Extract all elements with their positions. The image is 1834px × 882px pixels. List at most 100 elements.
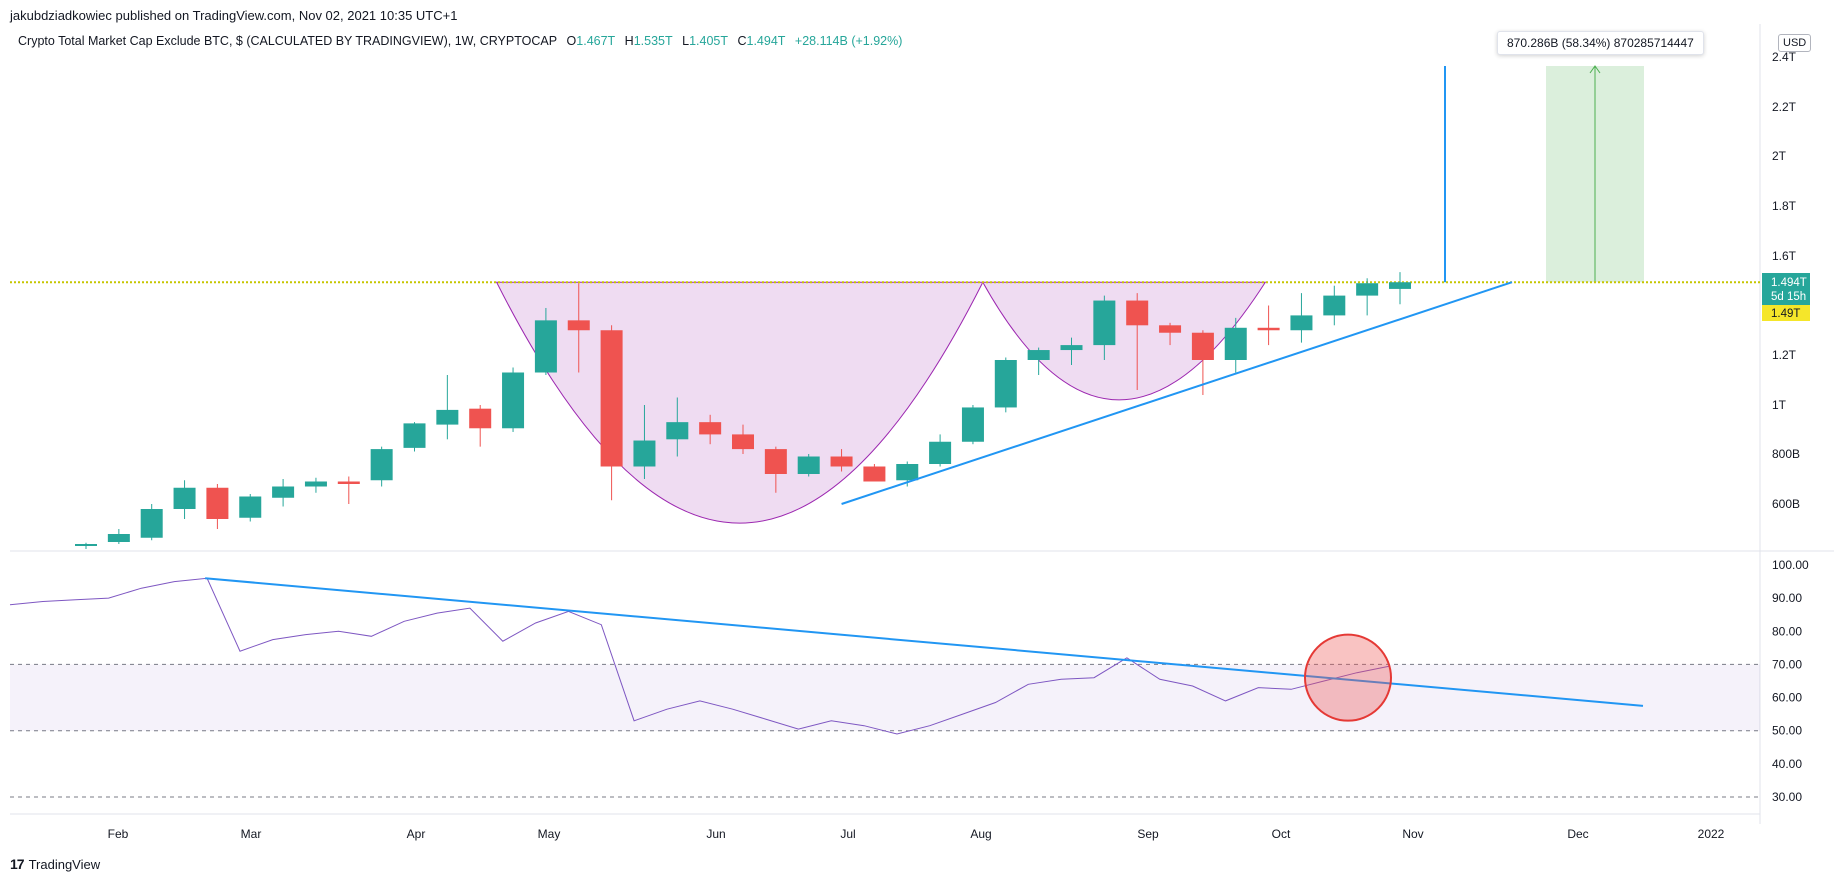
rsi-tick-label: 40.00: [1772, 757, 1802, 771]
rsi-tick-label: 50.00: [1772, 724, 1802, 738]
rsi-tick-label: 100.00: [1772, 558, 1809, 572]
high-value: 1.535T: [633, 34, 673, 48]
candle[interactable]: [1389, 272, 1411, 305]
time-tick-label: Apr: [407, 827, 426, 841]
rsi-tick-label: 30.00: [1772, 790, 1802, 804]
rsi-tick-label: 60.00: [1772, 691, 1802, 705]
candle[interactable]: [502, 367, 525, 432]
candle[interactable]: [173, 480, 196, 519]
time-tick-label: May: [538, 827, 561, 841]
candle[interactable]: [1323, 285, 1346, 326]
time-tick-label: Sep: [1137, 827, 1159, 841]
change-value: +28.114B (+1.92%): [794, 34, 903, 48]
time-axis[interactable]: Feb Mar Apr May Jun Jul Aug Sep Oct Nov Dec 2022: [108, 827, 1725, 841]
candle[interactable]: [699, 414, 722, 445]
candle[interactable]: [961, 405, 984, 445]
candle[interactable]: [469, 405, 492, 447]
candle[interactable]: [929, 434, 952, 467]
candle[interactable]: [666, 397, 689, 457]
time-tick-label: Oct: [1272, 827, 1291, 841]
time-tick-label: 2022: [1698, 827, 1725, 841]
level-price-value: 1.49T: [1771, 308, 1800, 320]
candle[interactable]: [1356, 278, 1379, 316]
handle-pattern[interactable]: [981, 281, 1267, 401]
brand-name: TradingView: [28, 856, 101, 872]
price-tick-label: 1.2T: [1772, 348, 1797, 362]
candle[interactable]: [732, 424, 754, 454]
candle[interactable]: [436, 375, 459, 440]
time-tick-label: Aug: [970, 827, 991, 841]
candle[interactable]: [1290, 293, 1313, 343]
candle[interactable]: [1093, 295, 1116, 360]
price-tick-label: 2T: [1772, 149, 1787, 163]
candle[interactable]: [403, 422, 426, 452]
candle[interactable]: [370, 446, 393, 487]
time-tick-label: Feb: [108, 827, 129, 841]
rsi-tick-label: 70.00: [1772, 657, 1802, 671]
open-label: O: [566, 34, 577, 48]
price-tick-label: 1.6T: [1772, 249, 1797, 263]
price-axis[interactable]: 2.4T 2.2T 2T 1.8T 1.6T 1.2T 1T 800B 600B: [1772, 50, 1800, 511]
price-tick-label: 800B: [1772, 447, 1800, 461]
symbol-title[interactable]: Crypto Total Market Cap Exclude BTC, $ (…: [18, 34, 558, 48]
price-tick-label: 600B: [1772, 497, 1800, 511]
candle[interactable]: [304, 477, 327, 493]
candle[interactable]: [75, 542, 97, 549]
candle[interactable]: [764, 446, 787, 493]
candle[interactable]: [337, 476, 360, 505]
candle[interactable]: [534, 307, 557, 375]
candle[interactable]: [633, 405, 656, 479]
candle[interactable]: [1224, 317, 1247, 373]
candle[interactable]: [830, 449, 853, 472]
candle[interactable]: [1159, 322, 1182, 346]
close-label: C: [737, 34, 747, 48]
target-arrow-head: [1589, 65, 1601, 74]
price-tick-label: 1T: [1772, 398, 1787, 412]
rsi-tick-label: 80.00: [1772, 624, 1802, 638]
rsi-tick-label: 90.00: [1772, 591, 1802, 605]
candle[interactable]: [206, 484, 229, 529]
time-tick-label: Nov: [1402, 827, 1423, 841]
last-price-tag: 1.494T 5d 15h: [1762, 273, 1810, 305]
candle[interactable]: [1060, 337, 1083, 365]
rsi-trendline[interactable]: [205, 577, 1644, 707]
high-label: H: [624, 34, 634, 48]
time-tick-label: Dec: [1567, 827, 1588, 841]
last-price-value: 1.494T: [1771, 277, 1807, 289]
candle[interactable]: [994, 357, 1017, 413]
tradingview-footer[interactable]: 17 TradingView: [10, 856, 100, 872]
level-price-tag: 1.49T: [1762, 305, 1810, 321]
candle[interactable]: [1027, 347, 1050, 375]
rsi-band: [10, 664, 1760, 731]
candle[interactable]: [107, 529, 130, 544]
measure-tooltip: 870.286B (58.34%) 870285714447: [1497, 31, 1704, 55]
candle[interactable]: [797, 454, 820, 477]
candle[interactable]: [239, 494, 262, 522]
candle[interactable]: [1257, 305, 1280, 346]
candle[interactable]: [567, 283, 590, 373]
candles-group: [75, 272, 1411, 549]
low-value: 1.405T: [689, 34, 728, 48]
price-trendline[interactable]: [841, 281, 1513, 505]
bar-countdown: 5d 15h: [1771, 291, 1806, 303]
rsi-axis[interactable]: 100.00 90.00 80.00 70.00 60.00 50.00 40.00 30.0…: [1772, 558, 1809, 804]
candle[interactable]: [600, 325, 623, 501]
publisher-line: jakubdziadkowiec published on TradingVie…: [10, 8, 458, 23]
currency-button[interactable]: USD: [1778, 34, 1812, 52]
candle[interactable]: [1126, 293, 1149, 390]
candle[interactable]: [140, 504, 163, 541]
rsi-line[interactable]: [9, 577, 1390, 735]
symbol-legend: Crypto Total Market Cap Exclude BTC, $ (…: [18, 34, 902, 48]
time-tick-label: Jul: [840, 827, 855, 841]
cup-pattern[interactable]: [495, 281, 984, 524]
price-tick-label: 2.4T: [1772, 50, 1797, 64]
close-value: 1.494T: [746, 34, 786, 48]
candle[interactable]: [863, 464, 886, 482]
open-value: 1.467T: [576, 34, 616, 48]
price-tick-label: 1.8T: [1772, 199, 1797, 213]
candle[interactable]: [272, 479, 295, 507]
time-tick-label: Jun: [706, 827, 725, 841]
low-label: L: [682, 34, 690, 48]
breakout-highlight-circle[interactable]: [1304, 633, 1392, 722]
